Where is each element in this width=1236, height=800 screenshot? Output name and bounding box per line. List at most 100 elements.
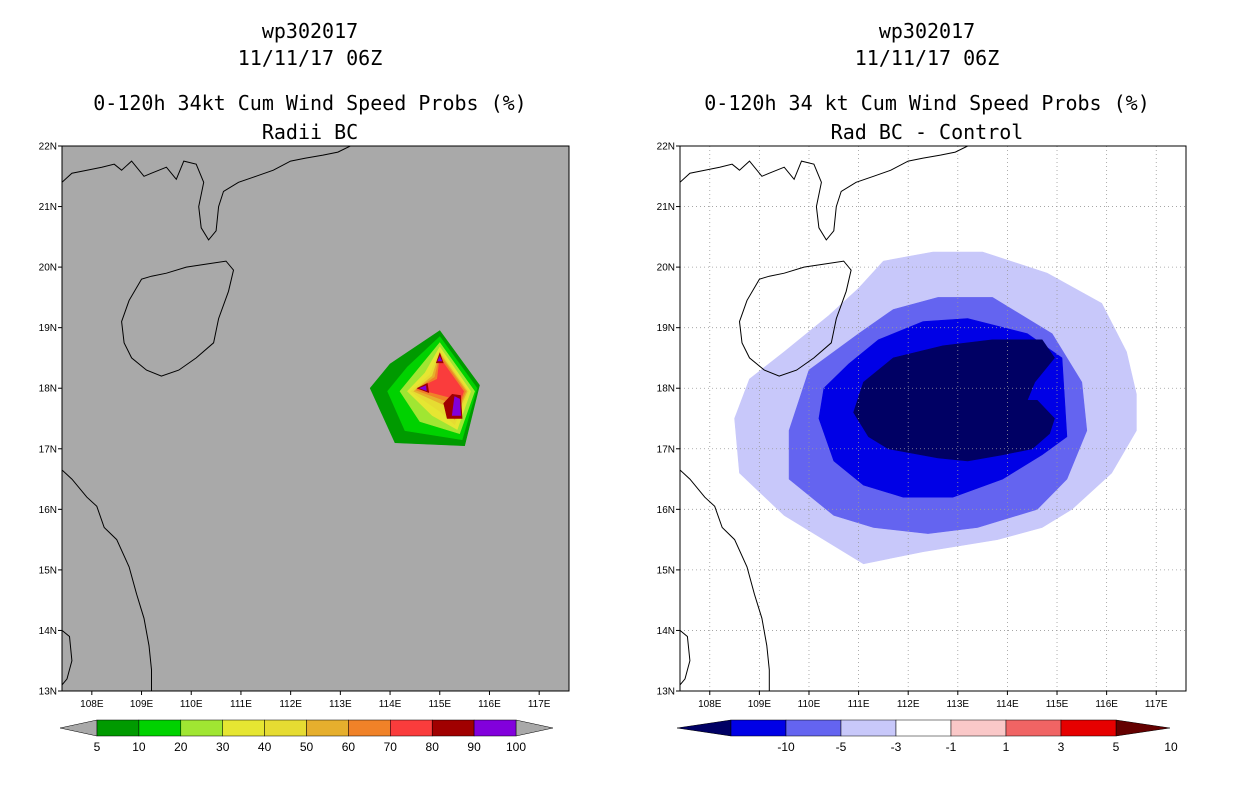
left-contour-layer	[62, 146, 480, 691]
right-ytick-label-14N: 14N	[657, 626, 675, 637]
right-colorbar-swatch-7	[1060, 719, 1117, 737]
left-coastline-hainan	[121, 260, 235, 377]
left-ytick-label-15N: 15N	[39, 565, 57, 576]
right-colorbar-label-4: 1	[1003, 740, 1010, 754]
left-ytick-label-14N: 14N	[39, 626, 57, 637]
left-colorbar-label-1: 10	[132, 740, 146, 754]
right-xtick-label-112E: 112E	[897, 699, 920, 710]
left-colorbar-arrow-low	[59, 719, 98, 737]
left-colorbar-swatch-8	[431, 719, 475, 737]
left-colorbar-swatch-1	[138, 719, 182, 737]
right-colorbar-swatch-6	[1005, 719, 1062, 737]
left-xtick-label-113E: 113E	[329, 699, 352, 710]
right-xtick-label-116E: 116E	[1095, 699, 1118, 710]
right-title-line-3: 0-120h 34 kt Cum Wind Speed Probs (%)	[704, 91, 1150, 115]
left-ytick-label-21N: 21N	[39, 202, 57, 213]
left-xtick-label-110E: 110E	[180, 699, 203, 710]
left-plot-frame	[61, 145, 570, 692]
left-colorbar-label-5: 50	[300, 740, 314, 754]
right-coastline-hainan	[738, 260, 852, 377]
left-coastline-chinaCoast	[62, 146, 361, 241]
right-contour--10-3	[853, 339, 1055, 462]
left-xtick-label-116E: 116E	[478, 699, 501, 710]
right-colorbar-arrow-high	[1115, 719, 1171, 737]
left-colorbar-label-7: 70	[384, 740, 398, 754]
left-plot-background	[62, 146, 569, 691]
right-colorbar-swatch-3	[840, 719, 897, 737]
left-colorbar-swatch-5	[306, 719, 349, 737]
left-title-line-2: 11/11/17 06Z	[237, 46, 383, 70]
left-title-line-1: wp302017	[261, 19, 359, 43]
left-ytick-label-17N: 17N	[39, 444, 57, 455]
left-xtick-label-115E: 115E	[428, 699, 451, 710]
left-title-line-3: 0-120h 34kt Cum Wind Speed Probs (%)	[93, 91, 527, 115]
left-coastline-vietnam	[62, 469, 152, 691]
right-ytick-label-22N: 22N	[657, 142, 675, 153]
right-ytick-label-19N: 19N	[657, 323, 675, 334]
left-colorbar-swatch-2	[180, 719, 223, 737]
right-colorbar-label-5: 3	[1058, 740, 1065, 754]
right-xtick-label-110E: 110E	[798, 699, 821, 710]
right-colorbar-label-2: -3	[891, 740, 902, 754]
left-contour-90-11	[451, 396, 461, 416]
left-contour-90-12	[419, 385, 427, 392]
right-colorbar-label-0: -10	[777, 740, 795, 754]
left-xtick-label-117E: 117E	[528, 699, 551, 710]
right-colorbar-arrow-low	[676, 719, 732, 737]
right-contour-layer	[680, 146, 1186, 691]
left-ytick-label-20N: 20N	[39, 263, 57, 274]
right-colorbar-swatch-4	[895, 719, 952, 737]
right-colorbar-label-7: 10	[1164, 740, 1178, 754]
left-colorbar-label-9: 90	[467, 740, 481, 754]
left-colorbar-label-3: 30	[216, 740, 230, 754]
left-colorbar-swatch-4	[264, 719, 307, 737]
right-ytick-label-15N: 15N	[657, 565, 675, 576]
right-ytick-label-16N: 16N	[657, 505, 675, 516]
right-colorbar-label-3: -1	[946, 740, 957, 754]
left-xtick-label-111E: 111E	[230, 699, 252, 710]
right-xtick-label-109E: 109E	[748, 699, 772, 710]
left-colorbar-swatch-3	[222, 719, 265, 737]
left-title-line-4: Radii BC	[261, 120, 359, 144]
right-colorbar-label-6: 5	[1113, 740, 1120, 754]
left-ytick-label-22N: 22N	[39, 142, 57, 153]
right-title-line-1: wp302017	[878, 19, 976, 43]
left-colorbar-swatch-9	[473, 719, 517, 737]
right-title-line-2: 11/11/17 06Z	[854, 46, 1000, 70]
left-colorbar-label-6: 60	[342, 740, 356, 754]
right-colorbar-swatch-1	[730, 719, 787, 737]
left-colorbar-swatch-7	[390, 719, 433, 737]
right-xtick-label-114E: 114E	[996, 699, 1019, 710]
left-xtick-label-108E: 108E	[80, 699, 104, 710]
right-ytick-label-17N: 17N	[657, 444, 675, 455]
right-ytick-label-18N: 18N	[657, 384, 675, 395]
left-colorbar-arrow-high	[515, 719, 554, 737]
left-colorbar-label-2: 20	[174, 740, 188, 754]
left-coastline-islandSW	[62, 630, 73, 686]
right-colorbar-swatch-5	[950, 719, 1007, 737]
left-ytick-label-13N: 13N	[39, 687, 57, 698]
right-xtick-label-117E: 117E	[1145, 699, 1168, 710]
left-colorbar-label-4: 40	[258, 740, 272, 754]
right-colorbar-label-1: -5	[836, 740, 847, 754]
right-xtick-label-111E: 111E	[848, 699, 870, 710]
right-ytick-label-13N: 13N	[657, 687, 675, 698]
right-coastline-chinaCoast	[680, 146, 978, 241]
left-colorbar-swatch-0	[96, 719, 140, 737]
right-colorbar-swatch-2	[785, 719, 842, 737]
right-xtick-label-113E: 113E	[946, 699, 969, 710]
left-colorbar-label-10: 100	[506, 740, 526, 754]
right-ytick-label-21N: 21N	[657, 202, 675, 213]
left-contour-90-13	[437, 355, 443, 362]
left-ytick-label-19N: 19N	[39, 323, 57, 334]
left-xtick-label-112E: 112E	[279, 699, 302, 710]
left-ytick-label-16N: 16N	[39, 505, 57, 516]
left-colorbar-label-8: 80	[426, 740, 440, 754]
right-xtick-label-108E: 108E	[698, 699, 722, 710]
left-colorbar-swatch-6	[348, 719, 391, 737]
right-coastline-vietnam	[680, 469, 770, 691]
left-xtick-label-109E: 109E	[130, 699, 154, 710]
left-ytick-label-18N: 18N	[39, 384, 57, 395]
right-coastline-islandSW	[680, 630, 691, 686]
